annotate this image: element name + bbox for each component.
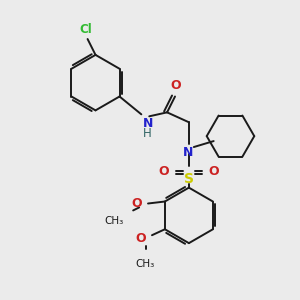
Text: S: S [184, 172, 194, 186]
Text: O: O [131, 197, 142, 210]
Text: O: O [158, 165, 169, 178]
Text: CH₃: CH₃ [104, 216, 123, 226]
Text: N: N [183, 146, 193, 159]
Text: CH₃: CH₃ [135, 259, 155, 269]
Text: O: O [209, 165, 219, 178]
Text: O: O [171, 79, 181, 92]
Text: H: H [143, 127, 152, 140]
Text: N: N [143, 117, 154, 130]
Text: O: O [135, 232, 146, 245]
Text: Cl: Cl [79, 23, 92, 36]
